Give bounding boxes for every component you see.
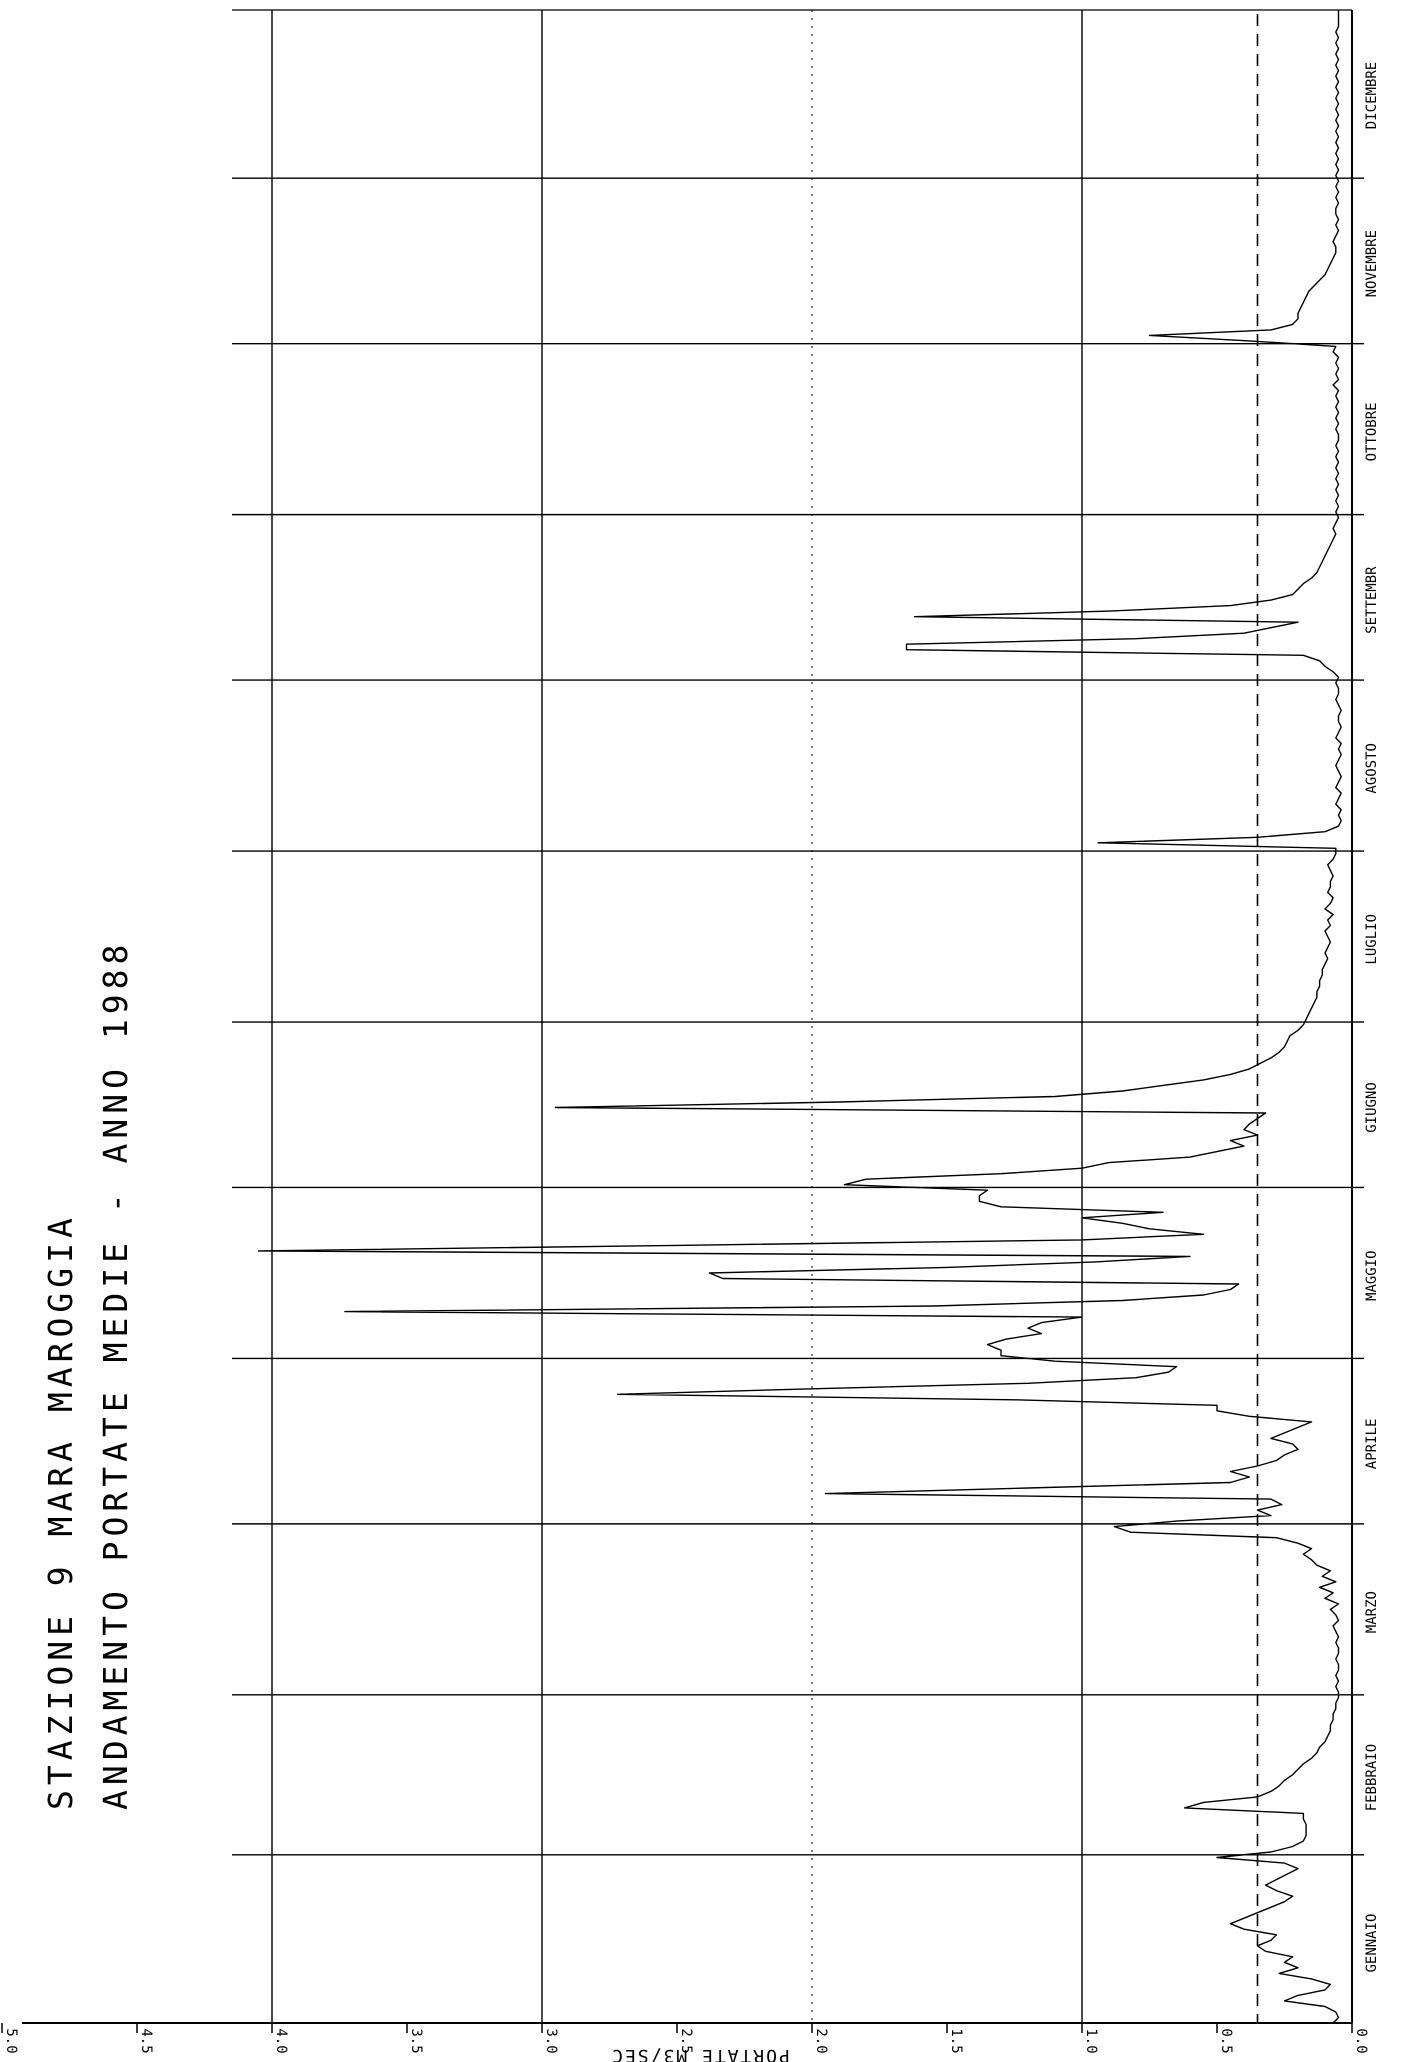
- value-tick-label: 1.5: [948, 2028, 964, 2053]
- month-label: MARZO: [1364, 1591, 1380, 1633]
- month-label: FEBBRAIO: [1364, 1744, 1380, 1811]
- month-label: GENNAIO: [1364, 1914, 1380, 1973]
- value-tick-label: 5.0: [3, 2028, 19, 2053]
- discharge-series-line: [257, 10, 1342, 2024]
- chart-title-line-2: ANDAMENTO PORTATE MEDIE - ANNO 1988: [96, 940, 135, 1810]
- series-layer: [257, 10, 1342, 2024]
- month-label: MAGGIO: [1364, 1250, 1380, 1301]
- value-tick-label: 1.0: [1083, 2028, 1099, 2053]
- chart-title-line-1: STAZIONE 9 MARA MAROGGIA: [41, 1213, 80, 1810]
- month-label: APRILE: [1364, 1419, 1380, 1470]
- value-tick-label: 2.5: [678, 2028, 694, 2053]
- value-tick-label: 4.0: [273, 2028, 289, 2053]
- month-label: SETTEMBR: [1364, 566, 1380, 634]
- month-label: NOVEMBRE: [1364, 230, 1380, 297]
- value-tick-label: 3.5: [408, 2028, 424, 2053]
- y-axis-title: PORTATE M3/SEC: [610, 2045, 790, 2062]
- value-tick-label: 4.5: [138, 2028, 154, 2053]
- axis-layer: 0.0 0.5 1.0 1.5 2.0 2.5 3.0 3.5 4.0 4.5 5.0 GENNAIO…: [1, 10, 1380, 2054]
- value-tick-label: 2.0: [813, 2028, 829, 2053]
- value-tick-label: 0.0: [1353, 2028, 1369, 2053]
- month-label: GIUGNO: [1364, 1082, 1380, 1133]
- month-label: AGOSTO: [1364, 743, 1380, 794]
- value-tick-label: 3.0: [543, 2028, 559, 2053]
- grid-layer: [232, 9, 1352, 2023]
- value-tick-label: 0.5: [1218, 2028, 1234, 2053]
- month-label: LUGLIO: [1364, 914, 1380, 965]
- month-label: OTTOBRE: [1364, 402, 1380, 461]
- month-label: DICEMBRE: [1364, 62, 1380, 129]
